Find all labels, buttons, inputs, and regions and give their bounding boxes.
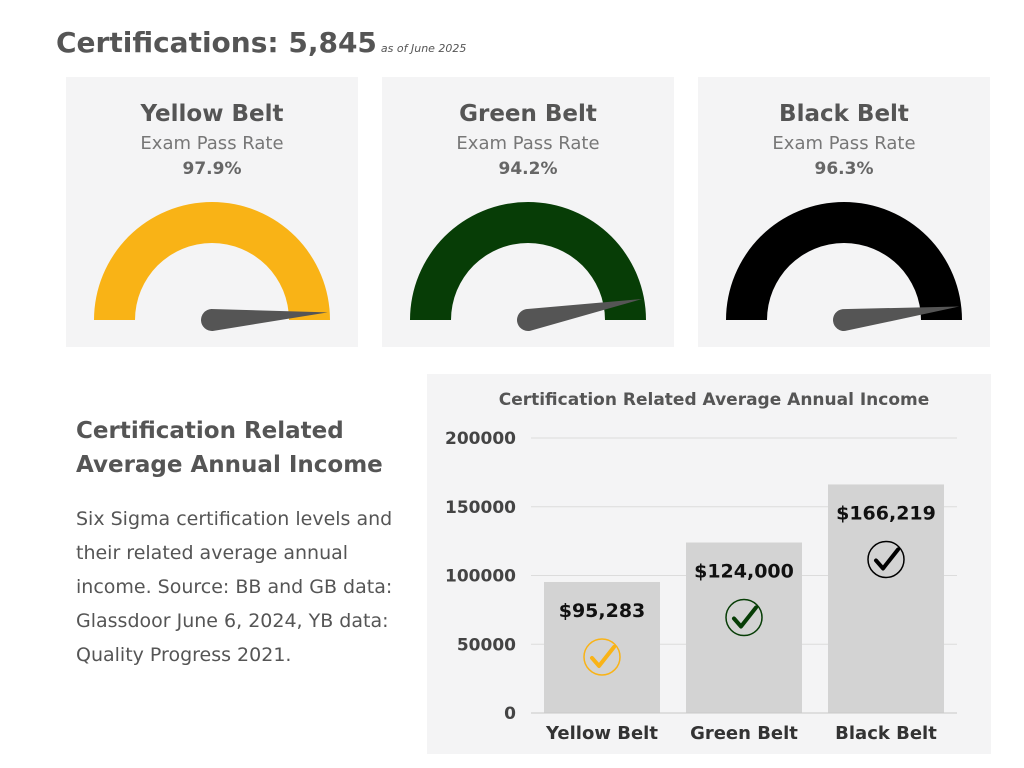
gauge-value: 97.9% — [182, 159, 242, 179]
gauge-arc — [726, 202, 962, 320]
bar-value-label: $166,219 — [836, 502, 936, 524]
gauge-dial — [94, 202, 330, 331]
check-icon — [725, 598, 763, 637]
gauge-needle — [833, 306, 960, 331]
gauge-value: 94.2% — [498, 159, 558, 179]
check-icon — [583, 638, 621, 676]
income-description: Certification Related Average Annual Inc… — [76, 414, 416, 672]
y-tick-label: 200000 — [445, 429, 516, 449]
bar-value-label: $95,283 — [559, 600, 646, 622]
gauge-needle — [517, 298, 643, 331]
as-of-date: as of June 2025 — [380, 42, 467, 55]
x-tick-label: Yellow Belt — [545, 723, 658, 744]
gauge-dial — [410, 202, 646, 331]
income-heading: Certification Related Average Annual Inc… — [76, 418, 383, 478]
x-tick-label: Black Belt — [835, 723, 937, 744]
gauge-card-yellow: Yellow Belt Exam Pass Rate 97.9% — [66, 77, 358, 347]
gauge-title: Yellow Belt — [140, 101, 284, 127]
income-bar-chart: Certification Related Average Annual Inc… — [445, 390, 957, 744]
gauge-subtitle: Exam Pass Rate — [456, 133, 600, 154]
gauge-arc — [94, 202, 330, 320]
gauge-arc — [410, 202, 646, 320]
gauge-title: Black Belt — [779, 101, 909, 127]
gauge-value: 96.3% — [814, 159, 874, 179]
y-tick-label: 100000 — [445, 567, 516, 587]
bar — [828, 484, 944, 713]
income-body: Six Sigma certification levels and their… — [76, 508, 393, 666]
gauge-needle — [201, 309, 328, 331]
y-tick-label: 150000 — [445, 498, 516, 518]
gauge-title: Green Belt — [459, 101, 597, 127]
chart-title: Certification Related Average Annual Inc… — [499, 390, 930, 410]
gauge-card-black: Black Belt Exam Pass Rate 96.3% — [698, 77, 990, 347]
page-header: Certifications: 5,845 as of June 2025 — [56, 26, 466, 59]
gauge-card-green: Green Belt Exam Pass Rate 94.2% — [382, 77, 674, 347]
y-tick-label: 0 — [504, 704, 516, 724]
x-tick-label: Green Belt — [690, 723, 798, 744]
y-tick-label: 50000 — [457, 635, 516, 655]
gauge-dial — [726, 202, 962, 331]
page-title: Certifications: 5,845 — [56, 26, 377, 59]
bar — [544, 581, 660, 713]
gauge-subtitle: Exam Pass Rate — [772, 133, 916, 154]
bar — [686, 542, 802, 713]
income-chart-panel: Certification Related Average Annual Inc… — [427, 374, 991, 754]
check-icon — [867, 540, 905, 579]
bar-value-label: $124,000 — [694, 561, 794, 583]
gauge-subtitle: Exam Pass Rate — [140, 133, 284, 154]
